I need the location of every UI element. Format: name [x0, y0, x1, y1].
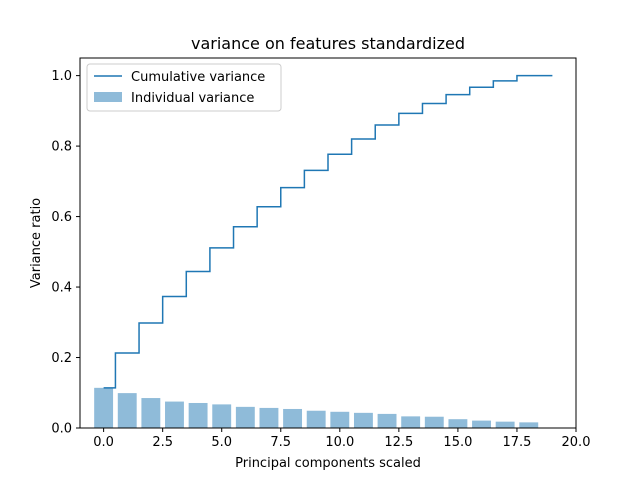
legend-label-cumulative-variance: Cumulative variance — [131, 70, 265, 85]
y-tick-label: 0.6 — [51, 210, 72, 225]
bar-12 — [377, 413, 397, 428]
y-tick-label: 0.8 — [51, 140, 72, 155]
bar-9 — [306, 410, 326, 428]
bar-10 — [330, 411, 350, 428]
bar-8 — [283, 408, 303, 428]
bar-13 — [401, 416, 421, 428]
x-tick-label: 10.0 — [325, 435, 354, 450]
bar-1 — [117, 393, 137, 428]
bar-7 — [259, 407, 279, 428]
bar-14 — [424, 416, 444, 428]
bar-6 — [235, 406, 255, 428]
x-tick-label: 0.0 — [93, 435, 114, 450]
x-tick-label: 2.5 — [152, 435, 173, 450]
bar-2 — [141, 398, 161, 428]
bar-3 — [165, 401, 184, 428]
x-axis-label: Principal components scaled — [235, 456, 421, 471]
x-tick-label: 7.5 — [270, 435, 291, 450]
bar-11 — [353, 412, 373, 428]
legend-swatch-individual-variance — [94, 92, 122, 102]
bar-15 — [448, 419, 468, 428]
x-tick-label: 12.5 — [384, 435, 413, 450]
legend-label-individual-variance: Individual variance — [131, 91, 254, 106]
bar-series-individual-variance — [94, 387, 539, 428]
bar-18 — [519, 422, 539, 428]
bar-0 — [94, 387, 114, 428]
bar-17 — [495, 421, 515, 428]
line-series-cumulative-variance — [103, 74, 553, 389]
x-tick-label: 15.0 — [443, 435, 472, 450]
y-axis-ticks: 0.0 0.2 0.4 0.6 0.8 1.0 — [51, 69, 80, 437]
bar-16 — [472, 420, 491, 428]
y-tick-label: 0.2 — [51, 351, 72, 366]
legend: Cumulative variance Individual variance — [86, 63, 282, 112]
y-tick-label: 0.0 — [51, 422, 72, 437]
cumulative-variance-line — [103, 74, 553, 389]
x-tick-label: 20.0 — [562, 435, 591, 450]
plot-frame — [79, 57, 577, 429]
legend-frame — [86, 63, 282, 112]
y-axis-label: Variance ratio — [29, 198, 44, 288]
bar-5 — [212, 404, 232, 428]
x-axis-ticks: 0.0 2.5 5.0 7.5 10.0 12.5 15.0 17.5 20.0 — [93, 428, 590, 450]
y-tick-label: 0.4 — [51, 281, 72, 296]
x-tick-label: 5.0 — [211, 435, 232, 450]
y-tick-label: 1.0 — [51, 69, 72, 84]
bar-4 — [188, 402, 208, 428]
chart-title: variance on features standardized — [191, 34, 465, 53]
x-tick-label: 17.5 — [502, 435, 531, 450]
